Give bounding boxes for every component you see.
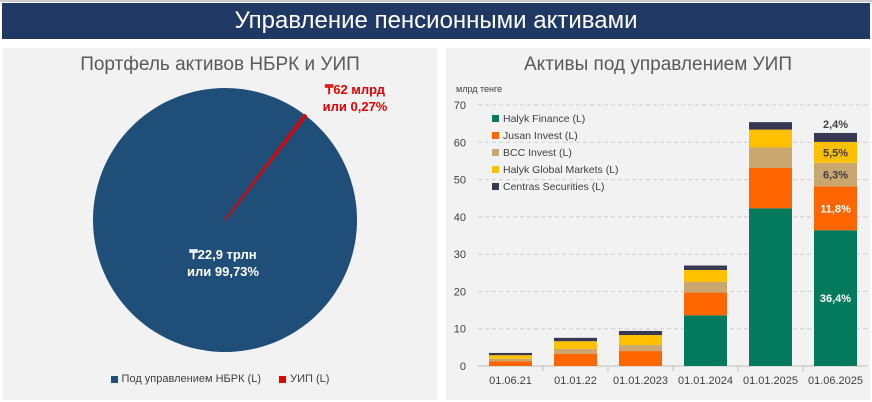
- legend-swatch: [492, 132, 499, 139]
- legend-label: Jusan Invest (L): [503, 130, 578, 142]
- x-tick-label: 01.01.2025: [743, 375, 798, 387]
- bar-segment-jusan-invest-l: [684, 292, 727, 316]
- legend-label-nbrk: Под управлением НБРК (L): [121, 373, 261, 386]
- legend-swatch: [492, 115, 499, 122]
- legend-label: BCC Invest (L): [503, 147, 572, 159]
- bar-segment-bcc-invest-l: [489, 358, 532, 362]
- bar-segment-halyk-finance-l: [749, 208, 792, 366]
- data-label: 11,8%: [820, 203, 851, 215]
- y-tick-label: 20: [454, 286, 466, 298]
- bar-segment-centras-securities-l: [684, 265, 727, 270]
- data-label: 36,4%: [820, 293, 851, 305]
- legend-swatch: [492, 183, 499, 190]
- bar-segment-bcc-invest-l: [554, 349, 597, 354]
- bar-segment-halyk-global-markets-l: [749, 129, 792, 148]
- bar-segment-centras-securities-l: [554, 337, 597, 342]
- bar-segment-halyk-global-markets-l: [619, 335, 662, 346]
- bar-segment-jusan-invest-l: [489, 361, 532, 366]
- y-tick-label: 60: [454, 137, 466, 149]
- x-tick-label: 01.01.2024: [678, 375, 733, 387]
- bar-segment-bcc-invest-l: [814, 162, 857, 187]
- y-tick-label: 40: [454, 212, 466, 224]
- legend-swatch: [492, 149, 499, 156]
- bar-segment-jusan-invest-l: [814, 186, 857, 231]
- data-label: 6,3%: [823, 170, 848, 182]
- bar-segment-bcc-invest-l: [749, 147, 792, 169]
- page-title: Управление пенсионными активами: [2, 3, 870, 39]
- bar-segment-jusan-invest-l: [749, 168, 792, 209]
- bar-segment-halyk-global-markets-l: [684, 269, 727, 282]
- pie-label-small-percent: или 0,27%: [322, 99, 388, 114]
- bar-segment-centras-securities-l: [814, 132, 857, 142]
- bar-segment-jusan-invest-l: [619, 351, 662, 366]
- x-tick-label: 01.06.21: [489, 375, 532, 387]
- pie-label-main-percent: или 99,73%: [187, 264, 259, 279]
- bar-segment-jusan-invest-l: [554, 353, 597, 366]
- pie-label-small-value: ₸62 млрд: [324, 82, 386, 97]
- legend-swatch: [492, 166, 499, 173]
- x-tick-label: 01.06.2025: [808, 375, 863, 387]
- legend-label: Halyk Global Markets (L): [503, 164, 619, 176]
- pie-legend: Под управлением НБРК (L) УИП (L): [3, 373, 437, 385]
- bar-segment-centras-securities-l: [749, 122, 792, 130]
- bar-segment-bcc-invest-l: [684, 281, 727, 293]
- y-tick-label: 70: [454, 100, 466, 112]
- pie-chart: [92, 87, 357, 352]
- data-label: 5,5%: [823, 147, 848, 159]
- data-label: 2,4%: [823, 119, 848, 131]
- bar-segment-halyk-finance-l: [814, 230, 857, 366]
- legend-label: Centras Securities (L): [503, 181, 605, 193]
- bar-segment-halyk-global-markets-l: [814, 141, 857, 163]
- pie-slice-uip: [224, 113, 308, 221]
- stacked-bar-chart: млрд тенге 0 10 20 30 40 50 60 70 01.06.21 01.01.2…: [454, 84, 868, 387]
- legend-swatch-nbrk: [110, 375, 118, 383]
- pie-label-main-value: ₸22,9 трлн: [189, 247, 257, 262]
- pie-panel: Портфель активов НБРК и УИП ₸22,9 трлн и…: [3, 48, 437, 400]
- x-tick-label: 01.01.2023: [613, 375, 668, 387]
- y-tick-label: 50: [454, 175, 466, 187]
- bar-segment-centras-securities-l: [489, 352, 532, 356]
- bar-segment-halyk-finance-l: [684, 315, 727, 366]
- top-border: [0, 0, 872, 2]
- pie-label-main: ₸22,9 трлн или 99,73%: [163, 246, 283, 280]
- bar-panel: Активы под управлением УИП млрд тенге 0 10…: [446, 48, 870, 400]
- bar-chart-title: Активы под управлением УИП: [524, 54, 792, 75]
- legend-label: Halyk Finance (L): [503, 113, 585, 125]
- bar-segment-halyk-global-markets-l: [554, 341, 597, 350]
- y-tick-label: 0: [460, 361, 466, 373]
- bar-segment-halyk-global-markets-l: [489, 355, 532, 359]
- bar-segment-bcc-invest-l: [619, 345, 662, 352]
- y-axis-label: млрд тенге: [456, 84, 502, 94]
- pie-label-small: ₸62 млрд или 0,27%: [315, 81, 395, 115]
- legend-label-uip: УИП (L): [290, 373, 330, 386]
- y-tick-label: 10: [454, 324, 466, 336]
- x-tick-label: 01.01.22: [554, 375, 597, 387]
- bar-segment-centras-securities-l: [619, 330, 662, 336]
- legend-swatch-uip: [279, 375, 287, 383]
- y-tick-label: 30: [454, 249, 466, 261]
- pie-title: Портфель активов НБРК и УИП: [80, 54, 360, 75]
